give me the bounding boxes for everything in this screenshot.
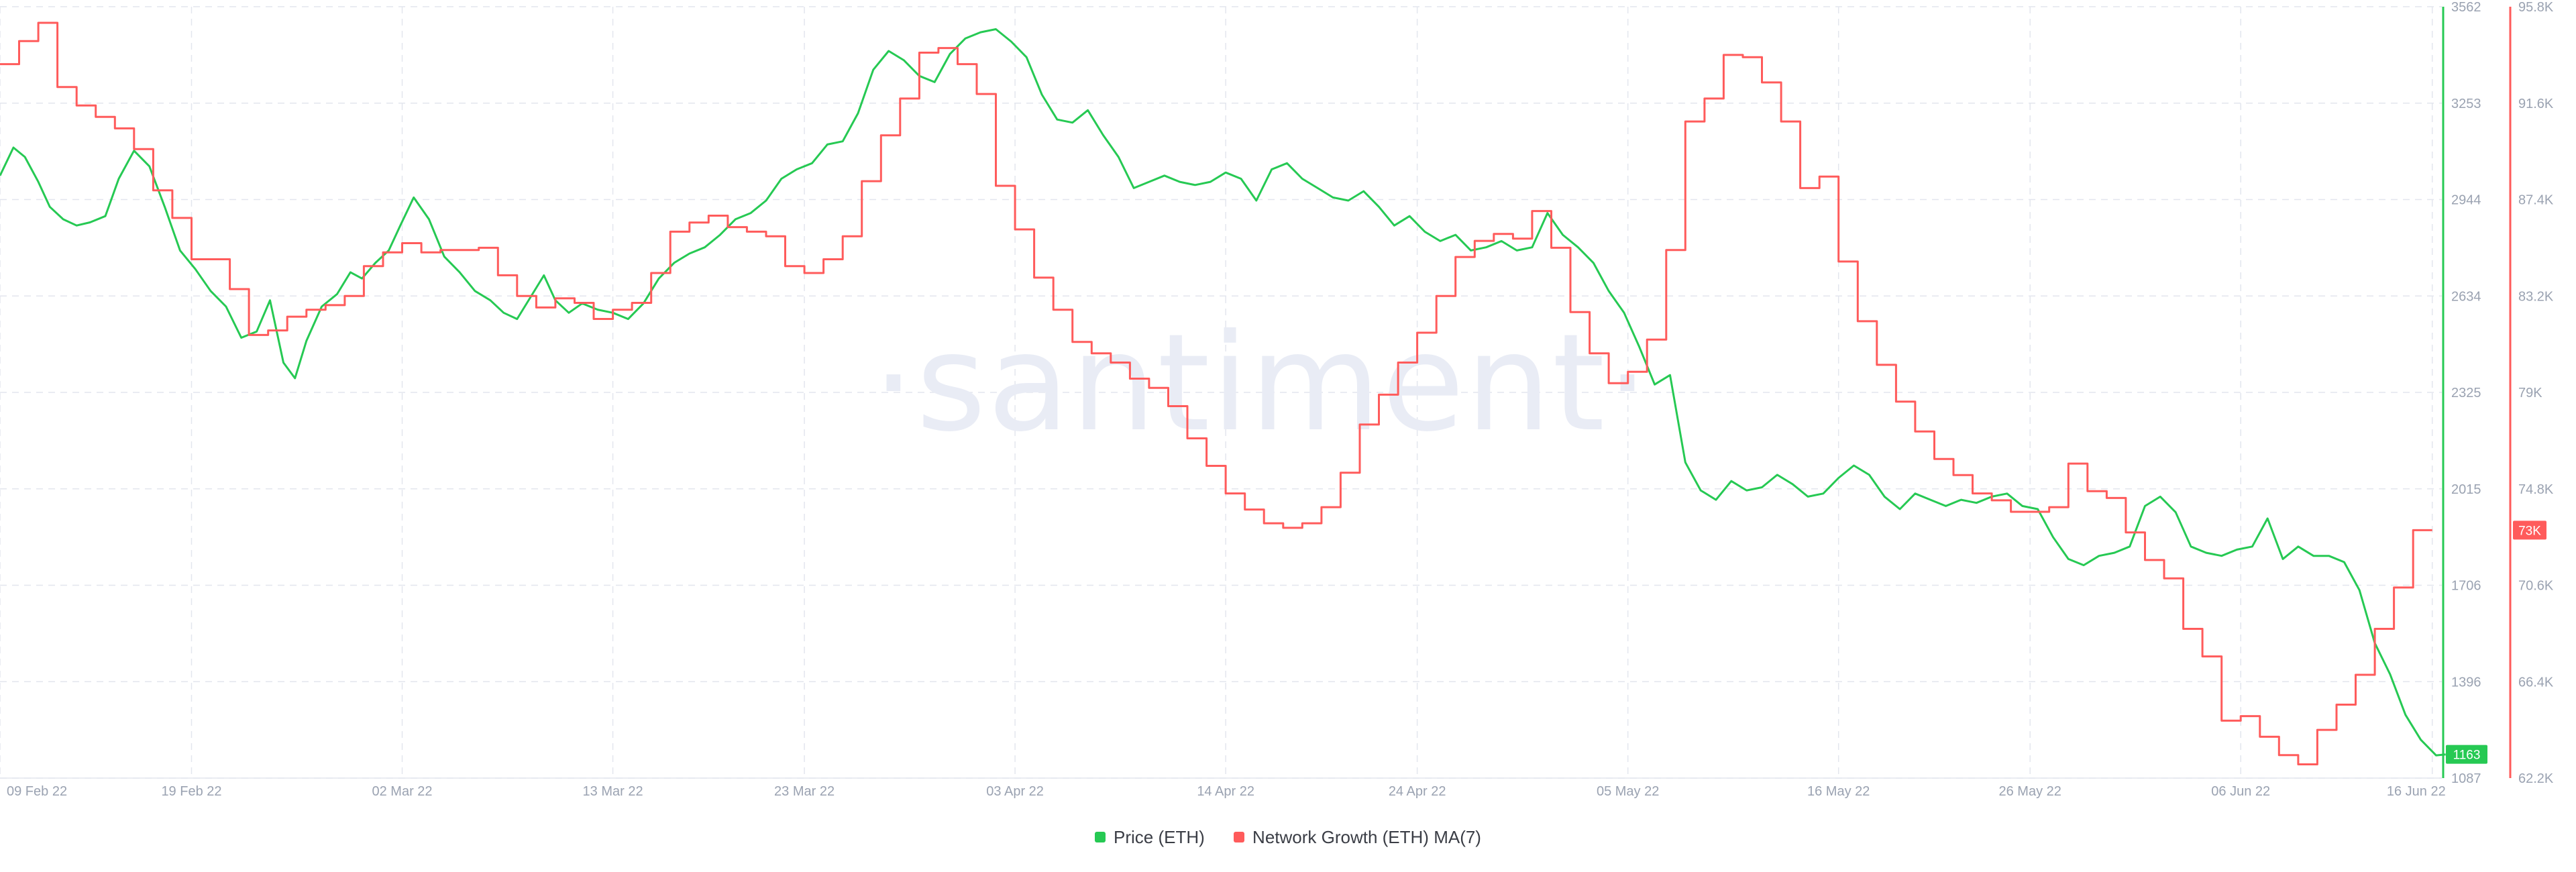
series-group: [0, 21, 2446, 765]
axes-group: [0, 7, 2512, 779]
legend-swatch-price: [1095, 832, 1106, 842]
price-y-tick-label: 2634: [2451, 289, 2481, 304]
price-y-tick-label: 1396: [2451, 675, 2481, 690]
x-tick-label: 19 Feb 22: [161, 784, 221, 799]
price-y-tick-label: 2944: [2451, 193, 2481, 208]
x-tick-label: 16 Jun 22: [2387, 784, 2446, 799]
x-tick-label: 24 Apr 22: [1389, 784, 1446, 799]
network-growth-y-tick-label: 87.4K: [2518, 193, 2554, 208]
legend-item-network-growth[interactable]: Network Growth (ETH) MA(7): [1234, 827, 1481, 848]
x-tick-label: 23 Mar 22: [774, 784, 835, 799]
legend-swatch-network-growth: [1234, 832, 1245, 842]
network-growth-y-tick-label: 62.2K: [2518, 771, 2554, 786]
price-last-value-badge: [2446, 745, 2487, 764]
x-tick-label: 26 May 22: [1999, 784, 2061, 799]
price-y-tick-label: 3562: [2451, 0, 2481, 15]
price-y-tick-label: 2325: [2451, 386, 2481, 400]
network-growth-y-tick-label: 95.8K: [2518, 0, 2554, 15]
x-tick-label: 05 May 22: [1597, 784, 1659, 799]
network-growth-y-tick-label: 70.6K: [2518, 579, 2554, 594]
network-growth-last-value-badge: [2513, 521, 2546, 540]
legend-label-network-growth: Network Growth (ETH) MA(7): [1252, 826, 1481, 847]
chart-legend: Price (ETH) Network Growth (ETH) MA(7): [0, 826, 2576, 848]
legend-label-price: Price (ETH): [1114, 826, 1205, 847]
price-y-tick-label: 3253: [2451, 97, 2481, 111]
watermark-text: ·santiment·: [872, 305, 1650, 461]
legend-item-price[interactable]: Price (ETH): [1095, 827, 1205, 848]
price-y-tick-label: 2015: [2451, 482, 2481, 497]
price-y-tick-label: 1706: [2451, 579, 2481, 594]
x-tick-label: 16 May 22: [1807, 784, 1870, 799]
network-growth-last-value-label: 73K: [2518, 524, 2541, 538]
tick-labels-group: 09 Feb 22 19 Feb 22 02 Mar 22 13 Mar 22 23 M…: [7, 0, 2554, 799]
x-tick-label: 03 Apr 22: [986, 784, 1044, 799]
network-growth-y-tick-label: 74.8K: [2518, 482, 2554, 497]
network-growth-y-tick-label: 83.2K: [2518, 289, 2554, 304]
network-growth-y-tick-label: 91.6K: [2518, 97, 2554, 111]
network-growth-y-tick-label: 66.4K: [2518, 675, 2554, 690]
network-growth-y-tick-label: 79K: [2518, 386, 2542, 400]
x-tick-label: 09 Feb 22: [7, 784, 67, 799]
network-growth-series-line: [0, 21, 2432, 765]
x-tick-label: 02 Mar 22: [372, 784, 432, 799]
x-tick-label: 14 Apr 22: [1197, 784, 1254, 799]
price-last-value-label: 1163: [2453, 749, 2481, 763]
price-y-tick-label: 1087: [2451, 771, 2481, 786]
x-tick-label: 06 Jun 22: [2211, 784, 2270, 799]
x-tick-label: 13 Mar 22: [583, 784, 643, 799]
price-series-line: [0, 28, 2446, 757]
